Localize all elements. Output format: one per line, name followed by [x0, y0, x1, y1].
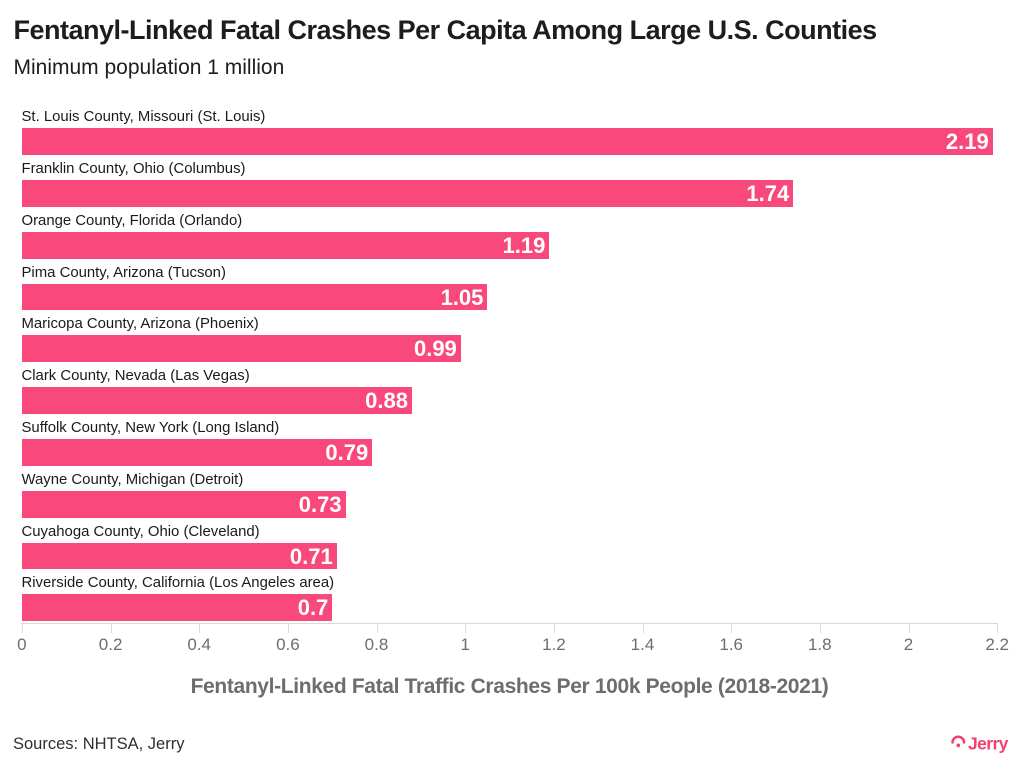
svg-text:Jerry: Jerry — [968, 734, 1009, 754]
